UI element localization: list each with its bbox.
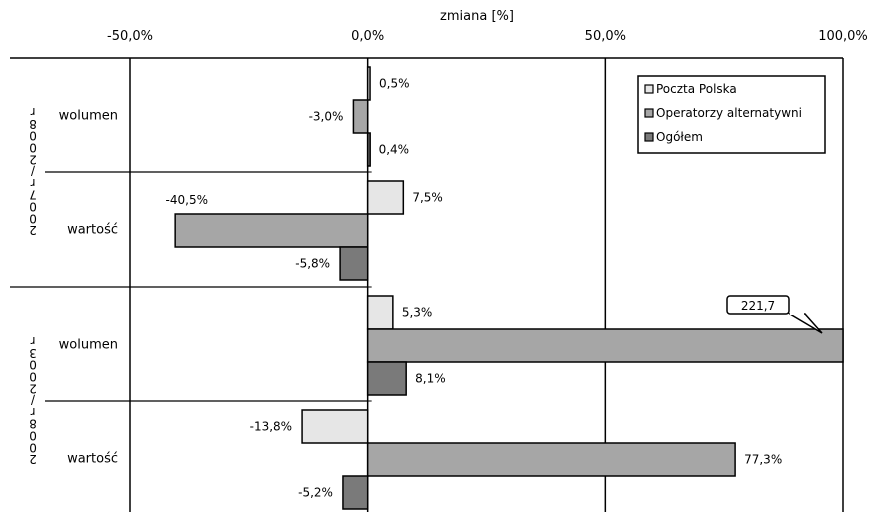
x-axis-title: zmiana [%] (440, 9, 514, 24)
data-label: 7,5% (412, 191, 443, 205)
group-label-char: 0 (29, 358, 37, 372)
group-label-char: 8 (29, 117, 37, 131)
bars (174, 66, 844, 510)
bar (366, 328, 844, 363)
group-label-char: 2 (29, 223, 37, 237)
data-label: -40,5% (166, 193, 208, 207)
group-label-char: 0 (29, 440, 37, 454)
bar (366, 66, 371, 101)
legend: Poczta Polska Operatorzy alternatywni Ogół… (637, 75, 826, 154)
group-label-char: 0 (29, 141, 37, 155)
x-tick-label: 100,0% (818, 29, 868, 44)
group-label-char: r (30, 105, 35, 119)
data-label: 5,3% (402, 306, 433, 320)
bar (174, 213, 369, 248)
callout-label: 221,7 (741, 299, 775, 313)
data-label: -5,2% (298, 486, 333, 500)
category-labels: wolumenwartośćwolumenwartośćr8002/r7002r… (29, 105, 118, 466)
group-label-char: r (30, 334, 35, 348)
callout-box (726, 295, 790, 315)
data-label: 0,5% (379, 77, 410, 91)
legend-label: Ogółem (656, 130, 703, 144)
bar (352, 99, 369, 134)
bar (366, 442, 736, 477)
group-label-char: 0 (29, 200, 37, 214)
group-label-char: 7 (29, 188, 37, 202)
bar (366, 180, 405, 215)
category-label: wolumen (59, 108, 118, 123)
x-tick-labels: -50,0% 0,0% 50,0% 100,0% (107, 29, 868, 44)
legend-label: Operatorzy alternatywni (656, 106, 802, 120)
group-label-char: 2 (29, 381, 37, 395)
legend-swatch (644, 132, 654, 142)
bar (339, 246, 369, 281)
group-label-char: 3 (29, 346, 37, 360)
group-label-char: 2 (29, 152, 37, 166)
bar (366, 361, 407, 396)
category-label: wartość (67, 222, 118, 237)
data-label: -3,0% (309, 110, 344, 124)
bar (366, 295, 394, 330)
category-label: wolumen (59, 337, 118, 352)
legend-label: Poczta Polska (656, 82, 737, 96)
bar (366, 132, 371, 167)
callout: 221,7 (726, 295, 823, 334)
group-label-char: / (30, 393, 35, 407)
data-label: -13,8% (250, 420, 292, 434)
x-tick-label: -50,0% (107, 29, 153, 44)
group-label-char: r (30, 176, 35, 190)
data-labels: 0,5% -3,0% 0,4% 7,5% -40,5% -5,8% 5,3% 8,1% -13,… (166, 77, 783, 500)
legend-box (637, 75, 826, 154)
x-tick-label: 0,0% (351, 29, 384, 44)
group-label-char: r (30, 405, 35, 419)
legend-swatch (644, 108, 654, 118)
x-tick-label: 50,0% (585, 29, 626, 44)
group-label-char: / (30, 164, 35, 178)
data-label: -5,8% (295, 257, 330, 271)
data-label: 8,1% (415, 372, 446, 386)
group-label-char: 0 (29, 429, 37, 443)
bar (301, 409, 369, 444)
data-label: 77,3% (744, 453, 782, 467)
group-label-char: 0 (29, 211, 37, 225)
legend-swatch (644, 84, 654, 94)
group-label-char: 2 (29, 452, 37, 466)
group-label-char: 0 (29, 370, 37, 384)
category-label: wartość (67, 451, 118, 466)
data-label: 0,4% (379, 143, 410, 157)
group-label-char: 0 (29, 129, 37, 143)
bar (342, 475, 369, 510)
group-label-char: 8 (29, 417, 37, 431)
